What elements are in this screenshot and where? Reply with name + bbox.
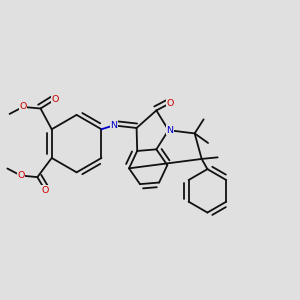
- Text: N: N: [166, 126, 173, 135]
- Text: N: N: [110, 121, 117, 130]
- Text: O: O: [166, 99, 173, 108]
- Text: O: O: [42, 186, 49, 195]
- Text: O: O: [17, 171, 25, 180]
- Text: O: O: [51, 95, 58, 104]
- Text: O: O: [19, 102, 27, 111]
